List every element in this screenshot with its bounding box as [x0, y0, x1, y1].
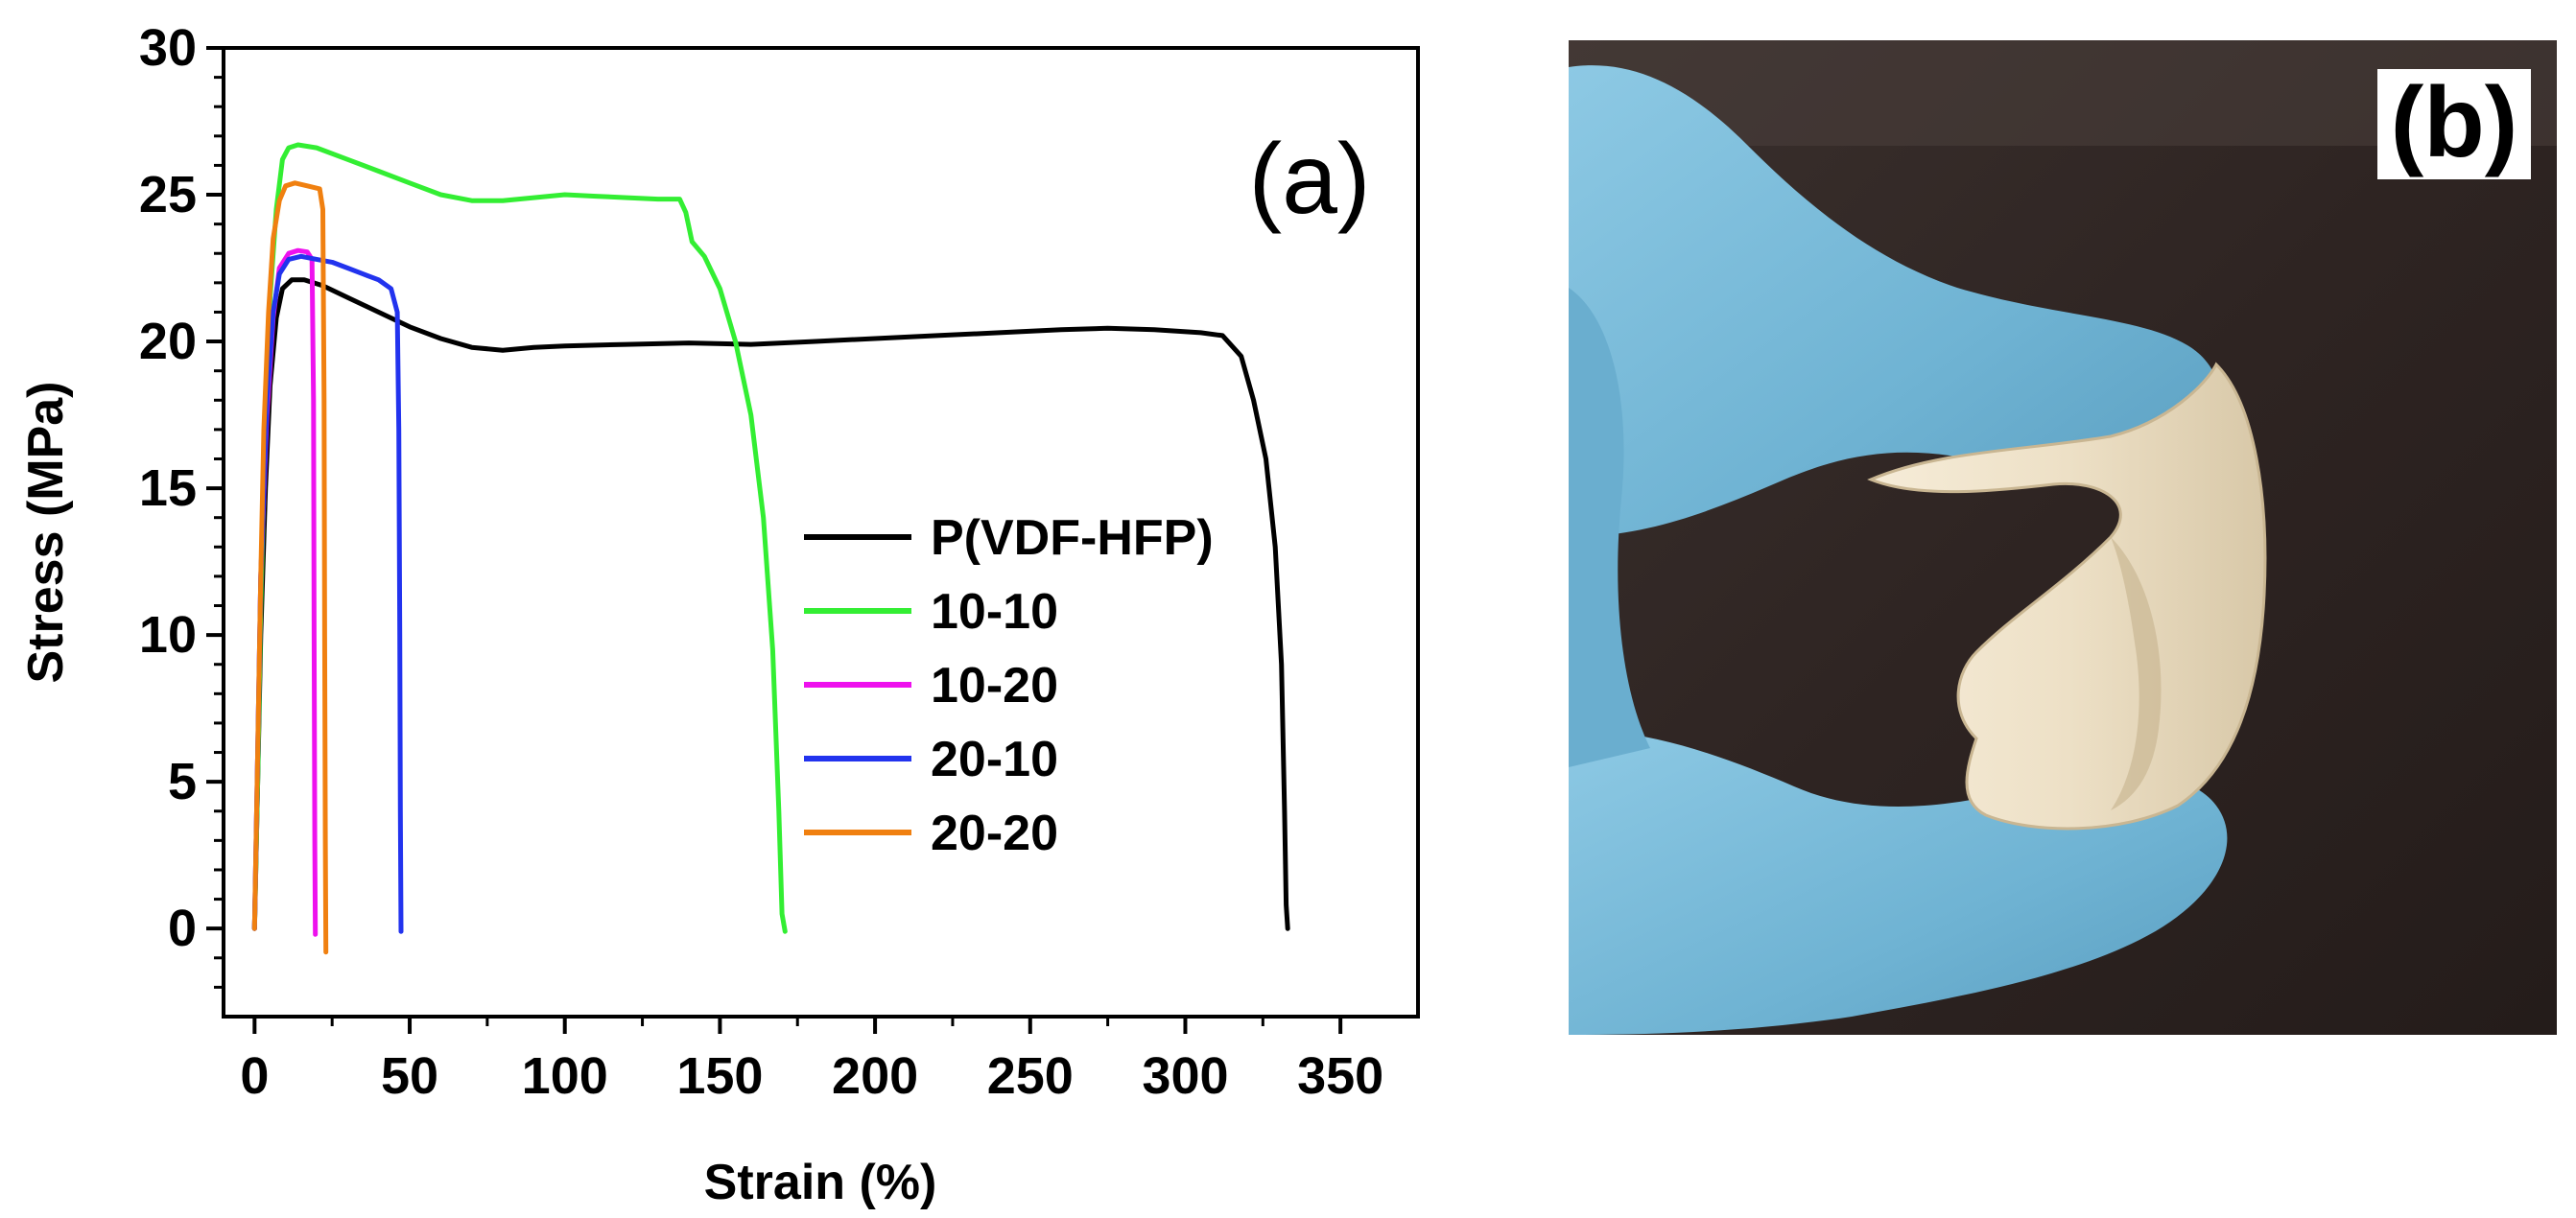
- curled-film: [1867, 362, 2267, 831]
- y-tick-label: 5: [168, 753, 197, 810]
- glove-hand: [1569, 288, 1650, 767]
- legend-label: P(VDF-HFP): [931, 510, 1214, 566]
- x-tick-label: 0: [240, 1047, 269, 1105]
- y-axis-label: Stress (MPa): [18, 382, 74, 684]
- stress-strain-chart: 0 50 100 150 200 250 300 350 0 5 10 15 20 25 30 Strai…: [18, 19, 1420, 1210]
- x-tick-label: 250: [987, 1047, 1074, 1105]
- x-tick-label: 150: [676, 1047, 763, 1105]
- x-tick-label: 200: [832, 1047, 918, 1105]
- series-line-20-20: [251, 180, 329, 955]
- y-tick-labels: 0 5 10 15 20 25 30: [139, 19, 197, 957]
- data-series: [251, 142, 1290, 955]
- legend-label: 10-10: [931, 584, 1058, 640]
- y-tick-label: 30: [139, 19, 197, 77]
- x-axis-label: Strain (%): [704, 1155, 937, 1210]
- series-line-10-10: [251, 142, 788, 934]
- legend-label: 20-20: [931, 806, 1058, 861]
- legend-label: 20-10: [931, 732, 1058, 787]
- legend-label: 10-20: [931, 658, 1058, 714]
- glove-upper-finger: [1569, 65, 2219, 538]
- x-tick-label: 100: [522, 1047, 608, 1105]
- series-line-20-10: [251, 253, 404, 934]
- panel-label-b: (b): [2391, 67, 2518, 178]
- plot-frame: [222, 46, 1420, 1019]
- x-tick-label: 50: [381, 1047, 438, 1105]
- y-tick-label: 10: [139, 606, 197, 664]
- legend: P(VDF-HFP) 10-10 10-20 20-10 20-20: [804, 510, 1214, 861]
- y-tick-label: 0: [168, 900, 197, 957]
- y-tick-label: 20: [139, 313, 197, 370]
- axis-ticks: [206, 46, 1343, 1034]
- x-tick-label: 350: [1297, 1047, 1383, 1105]
- y-tick-label: 15: [139, 459, 197, 517]
- series-line-p-vdf-hfp: [251, 277, 1290, 931]
- panel-label-b-box: [2377, 69, 2531, 179]
- panel-label-a: (a): [1248, 124, 1370, 235]
- x-tick-label: 300: [1142, 1047, 1228, 1105]
- y-tick-label: 25: [139, 166, 197, 223]
- photo-flexible-film: (b): [1569, 40, 2557, 1035]
- x-tick-labels: 0 50 100 150 200 250 300 350: [240, 1047, 1383, 1105]
